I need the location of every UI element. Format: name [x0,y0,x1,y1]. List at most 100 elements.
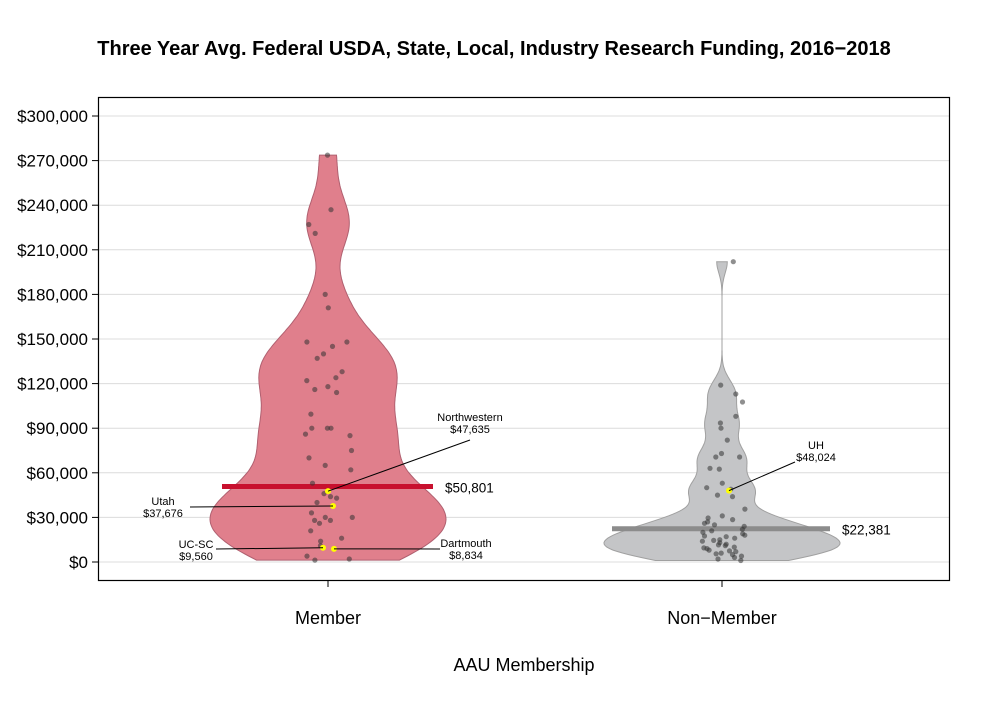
data-point [739,526,746,532]
data-point [704,485,710,491]
data-point [318,538,324,544]
violin-non-member [603,261,841,561]
data-point [308,528,314,534]
data-point [731,554,738,561]
summary-label: $22,381 [842,523,891,538]
data-point [302,431,309,437]
data-point [715,542,722,548]
y-tick-label: $60,000 [27,464,88,483]
data-point [742,532,748,538]
data-point [346,556,352,562]
data-point [722,543,728,549]
data-point [322,291,328,297]
data-point [334,389,340,396]
data-point [306,221,312,228]
y-tick-label: $30,000 [27,508,88,527]
data-point [327,494,334,500]
data-point [718,450,725,457]
data-point [726,548,733,554]
annotation-value: $48,024 [796,452,836,464]
annotation-leader [728,461,796,492]
data-point [308,510,315,516]
data-point [348,467,354,473]
data-point [723,534,729,540]
data-point [304,339,310,345]
data-point [309,425,315,431]
data-point [316,520,323,526]
data-point [718,425,724,431]
x-tick-label: Non−Member [667,608,777,628]
data-point [328,207,334,213]
data-point [334,495,340,501]
data-point [314,499,320,506]
data-point [733,391,739,397]
data-point [729,494,736,500]
annotation-value: $9,560 [179,551,213,563]
data-point [312,517,318,524]
data-point [306,455,312,461]
y-tick-label: $210,000 [17,241,88,260]
data-point [724,437,730,443]
data-point [327,517,333,524]
data-point [715,556,721,562]
data-point [701,533,708,539]
data-point [707,465,713,471]
data-point [349,514,355,521]
data-point [739,399,746,405]
data-point [348,447,355,454]
data-point [711,537,717,544]
data-point [324,152,331,158]
data-point [719,513,725,519]
annotation-value: $37,676 [143,508,183,520]
data-point [717,420,724,426]
data-point [730,259,736,265]
annotation-value: $47,635 [450,424,490,436]
annotation-name: Northwestern [437,412,502,424]
data-point [733,413,739,419]
data-point [333,375,339,381]
annotation-name: UC-SC [179,539,214,551]
data-point [312,557,318,563]
annotation-leader [215,547,324,550]
data-point [322,514,328,521]
data-point [738,553,745,559]
y-tick-label: $120,000 [17,375,88,394]
data-point [304,378,310,384]
violin-member [209,154,447,561]
annotation-leader [327,439,471,492]
data-point [320,351,327,357]
data-point [719,480,725,486]
y-tick-label: $0 [69,553,88,572]
data-point [716,466,722,472]
summary-label: $50,801 [445,480,494,495]
data-point [325,305,331,311]
annotation-value: $8,834 [449,550,483,562]
data-point [713,551,719,557]
data-point [705,515,711,521]
data-point [304,553,310,559]
data-point [706,547,712,553]
data-point [344,339,350,345]
data-point [308,411,314,417]
y-tick-label: $90,000 [27,419,88,438]
data-point [731,544,737,550]
plot-border [97,96,951,582]
data-point [733,549,739,555]
y-tick-label: $180,000 [17,285,88,304]
data-point [309,480,316,486]
y-tick-label: $240,000 [17,196,88,215]
annotation-name: UH [808,440,824,452]
chart-title: Three Year Avg. Federal USDA, State, Loc… [97,38,890,60]
data-point [730,517,736,523]
annotation-leader [189,505,334,508]
data-point [328,425,334,431]
data-point [324,425,330,431]
data-point [339,535,345,541]
y-tick-label: $300,000 [17,107,88,126]
y-tick-label: $150,000 [17,330,88,349]
data-point [718,382,724,388]
data-point [312,386,318,393]
annotation-name: Utah [151,496,174,508]
